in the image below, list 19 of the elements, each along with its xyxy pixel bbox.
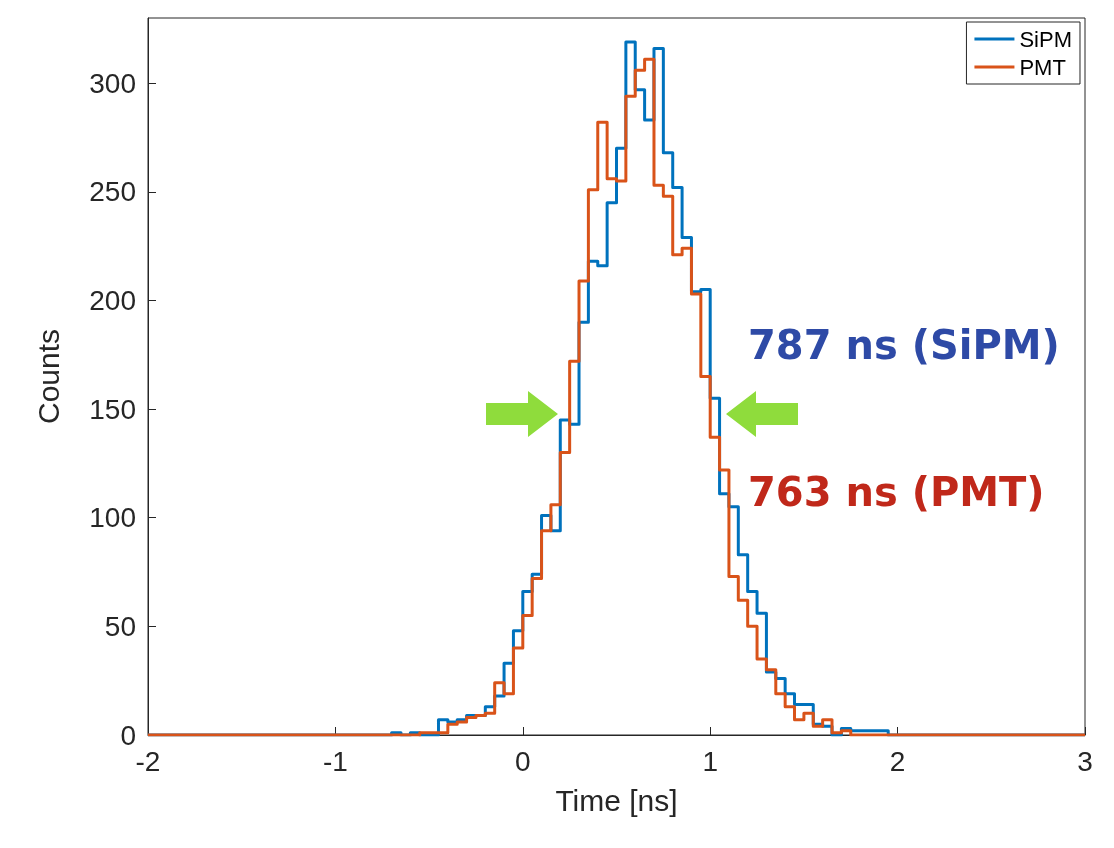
x-axis-title: Time [ns] <box>555 783 678 817</box>
x-tick-label: 1 <box>702 745 718 777</box>
annotation: 763 ns (PMT) <box>748 469 1045 515</box>
y-tick-label: 200 <box>89 284 136 316</box>
x-tick-label: 3 <box>1077 745 1093 777</box>
y-tick-label: 150 <box>89 393 136 425</box>
y-tick-label: 300 <box>89 67 136 99</box>
y-tick-label: 0 <box>120 719 136 751</box>
legend-label: SiPM <box>1019 26 1072 52</box>
y-tick-label: 250 <box>89 176 136 208</box>
legend-label: PMT <box>1019 54 1066 80</box>
y-axis-title: Counts <box>31 328 65 425</box>
y-tick-label: 100 <box>89 502 136 534</box>
y-tick-label: 50 <box>104 610 136 642</box>
annotation: 787 ns (SiPM) <box>748 322 1060 368</box>
x-tick-label: -2 <box>135 745 161 777</box>
x-tick-label: -1 <box>322 745 348 777</box>
x-tick-label: 0 <box>515 745 531 777</box>
x-tick-label: 2 <box>889 745 906 777</box>
